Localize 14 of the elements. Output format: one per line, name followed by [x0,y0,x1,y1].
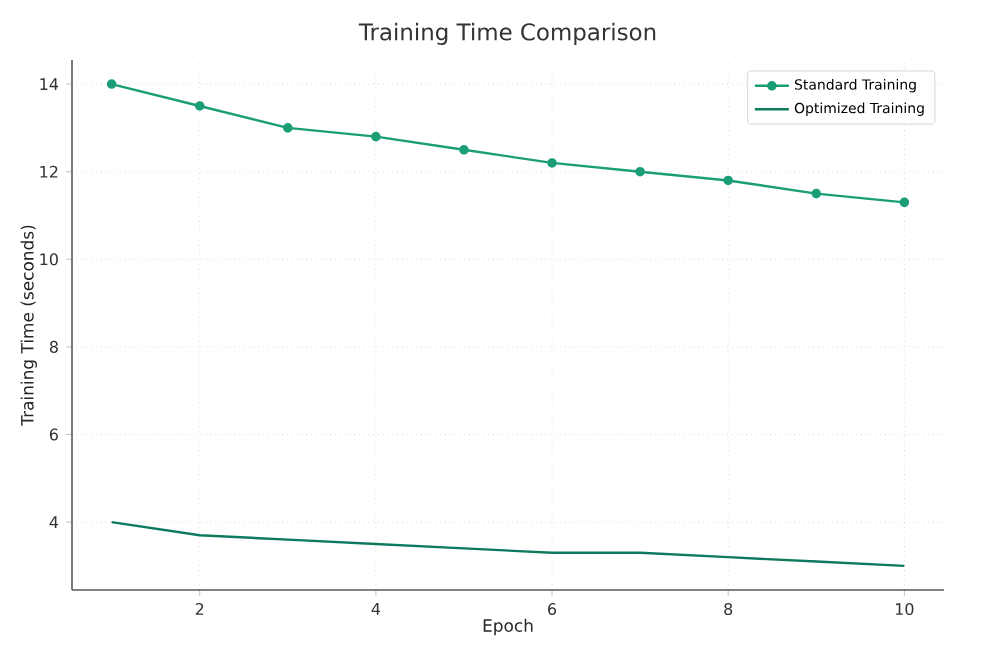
point [371,131,381,142]
point [723,175,733,186]
point [283,123,293,133]
point [899,197,910,208]
point [106,79,117,89]
point [547,158,557,168]
point [635,166,645,177]
chart-title: Training Time Comparison [358,22,656,45]
line-series [110,520,906,568]
point [811,188,822,199]
y-axis-title: Training Time (seconds) [20,225,37,426]
point [459,145,469,155]
point [194,101,205,111]
x-axis-title: Epoch [483,618,533,636]
